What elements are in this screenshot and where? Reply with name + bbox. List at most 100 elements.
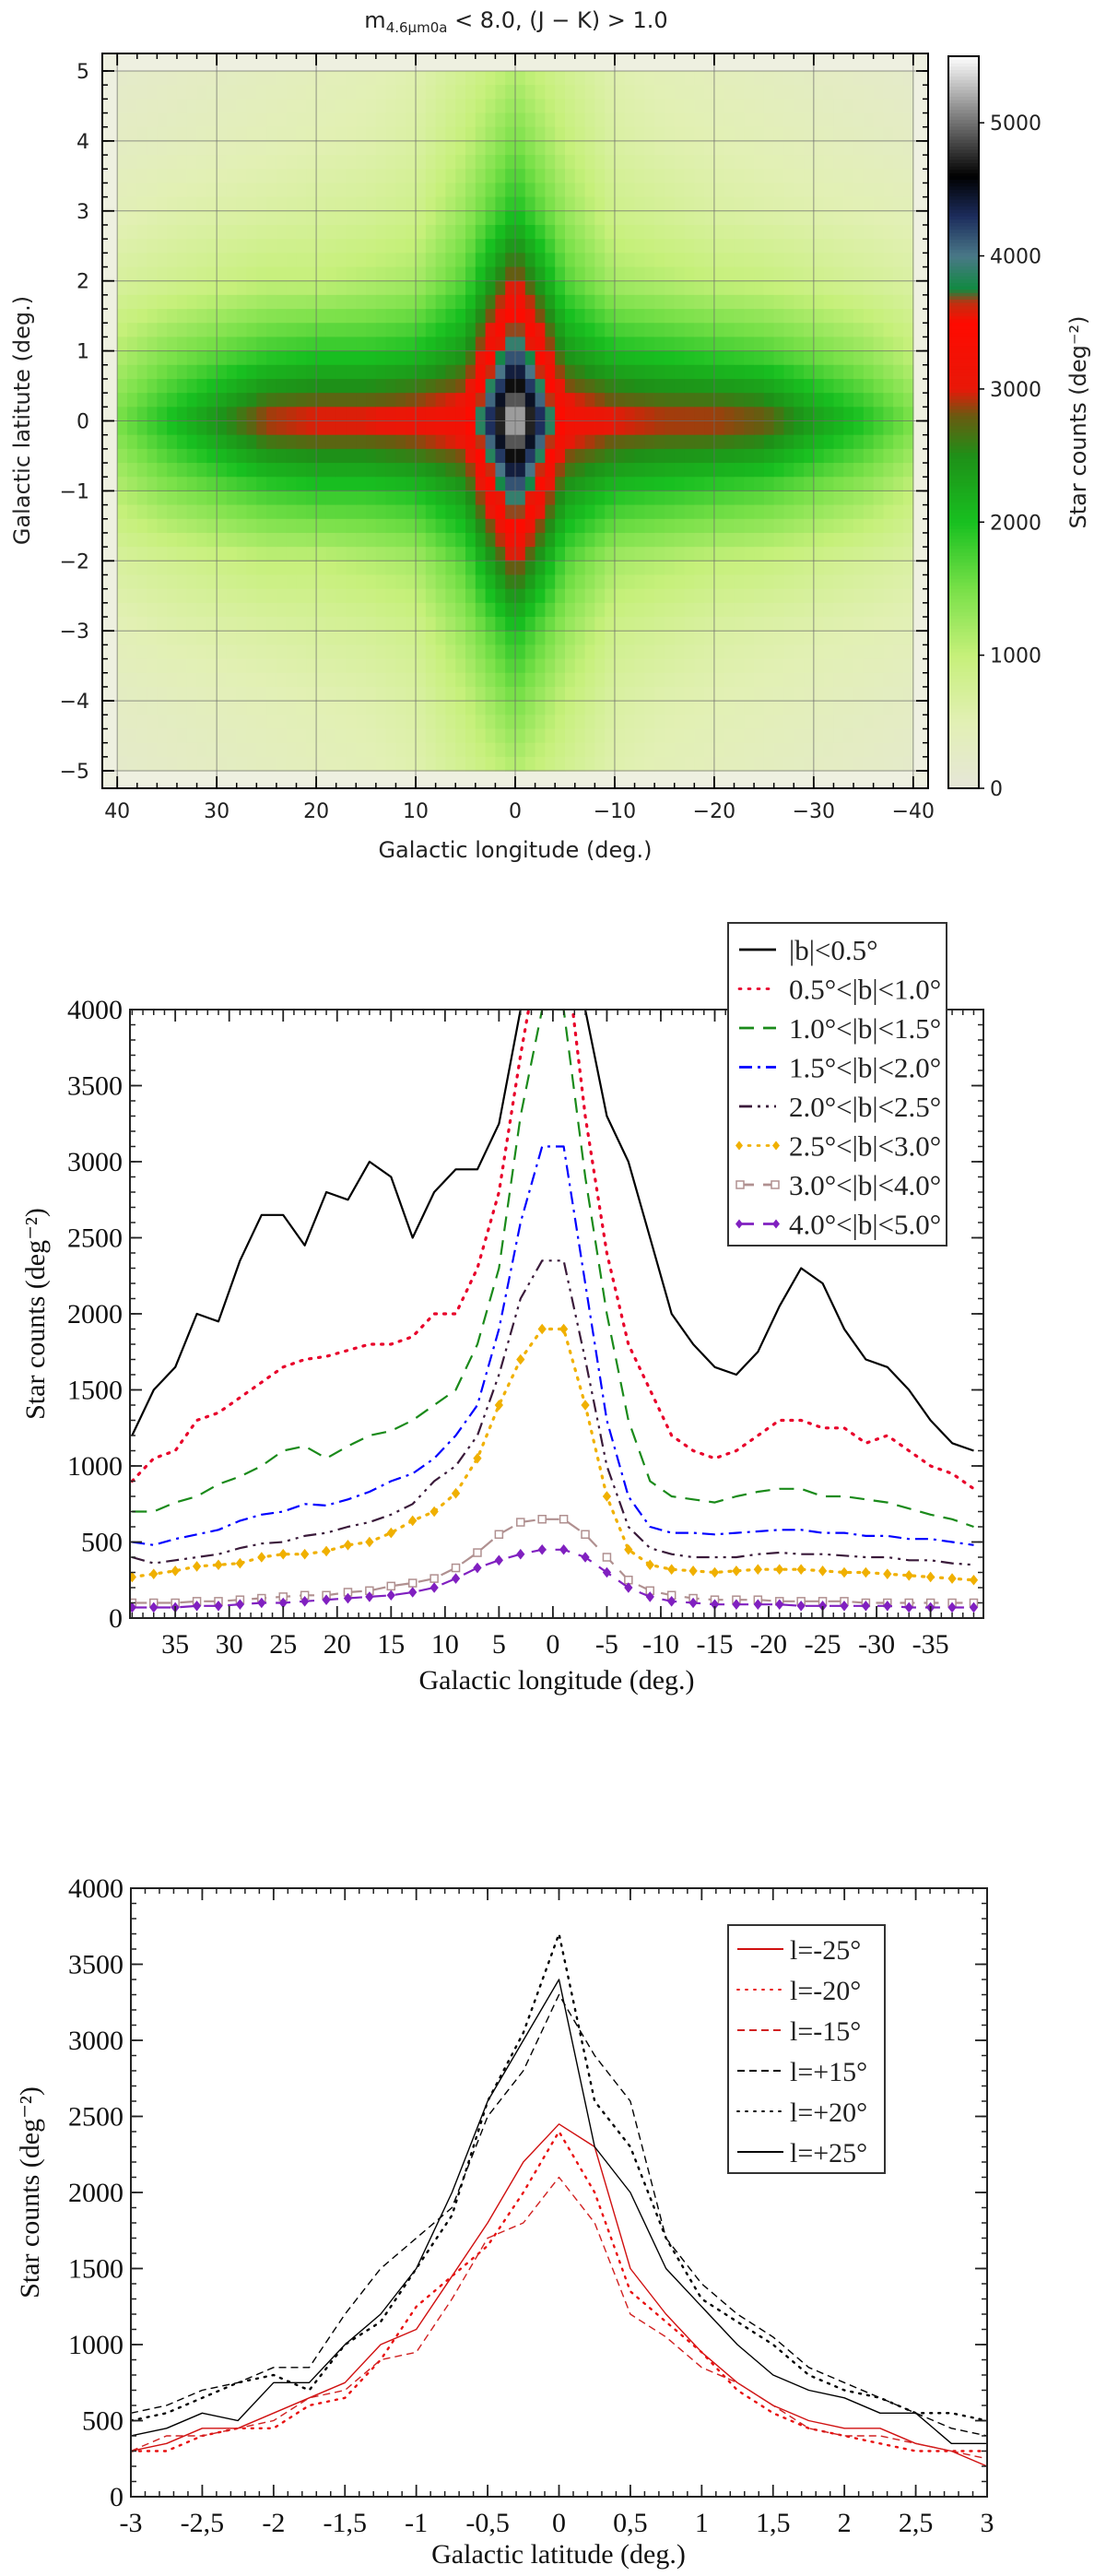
heatmap-cell xyxy=(773,602,785,618)
heatmap-cell xyxy=(574,183,586,198)
heatmap-cell xyxy=(704,350,715,366)
heatmap-cell xyxy=(406,742,417,758)
heatmap-cell xyxy=(465,477,477,491)
heatmap-cell xyxy=(614,364,626,380)
heatmap-cell xyxy=(176,715,188,730)
heatmap-cell xyxy=(713,126,725,142)
heatmap-cell xyxy=(903,378,914,394)
heatmap-cell xyxy=(754,407,765,422)
heatmap-cell xyxy=(594,183,606,198)
heatmap-cell xyxy=(664,672,676,688)
colorbar-segment xyxy=(948,266,979,270)
heatmap-cell xyxy=(196,309,207,324)
heatmap-cell xyxy=(893,742,904,758)
heatmap-cell xyxy=(117,99,128,114)
heatmap-cell xyxy=(594,518,606,534)
colorbar-segment xyxy=(948,63,979,67)
heatmap-cell xyxy=(605,393,616,408)
heatmap-cell xyxy=(395,490,406,506)
heatmap-cell xyxy=(335,112,347,128)
heatmap-cell xyxy=(445,490,456,506)
x-tick-label: 0 xyxy=(509,800,522,823)
heatmap-cell xyxy=(833,224,844,240)
heatmap-cell xyxy=(157,239,168,254)
heatmap-cell xyxy=(863,364,875,380)
heatmap-cell xyxy=(584,420,595,436)
heatmap-cell xyxy=(485,323,497,338)
heatmap-cell xyxy=(455,393,466,408)
heatmap-cell xyxy=(833,378,844,394)
heatmap-cell xyxy=(644,280,655,296)
heatmap-cell xyxy=(226,518,238,534)
heatmap-cell xyxy=(246,99,257,114)
heatmap-cell xyxy=(196,504,207,520)
heatmap-cell xyxy=(823,504,835,520)
colorbar-segment xyxy=(948,185,979,190)
heatmap-cell xyxy=(515,631,526,645)
colorbar-segment xyxy=(948,439,979,443)
heatmap-cell xyxy=(545,407,556,422)
colorbar-segment xyxy=(948,262,979,266)
heatmap-cell xyxy=(167,112,178,128)
heatmap-cell xyxy=(256,463,267,478)
heatmap-cell xyxy=(136,224,148,240)
heatmap-cell xyxy=(316,574,327,590)
heatmap-cell xyxy=(217,253,228,268)
heatmap-cell xyxy=(186,294,198,310)
heatmap-cell xyxy=(425,518,437,534)
heatmap-cell xyxy=(555,309,566,324)
heatmap-cell xyxy=(395,280,406,296)
heatmap-cell xyxy=(763,210,775,226)
heatmap-cell xyxy=(176,672,188,688)
heatmap-cell xyxy=(893,420,904,436)
data-point-marker xyxy=(516,1518,525,1527)
heatmap-cell xyxy=(385,728,397,744)
heatmap-cell xyxy=(246,210,257,226)
heatmap-cell xyxy=(614,588,626,604)
heatmap-cell xyxy=(465,210,477,226)
heatmap-cell xyxy=(903,309,914,324)
heatmap-cell xyxy=(306,448,317,464)
heatmap-cell xyxy=(375,323,387,338)
heatmap-cell xyxy=(713,602,725,618)
heatmap-cell xyxy=(435,490,447,506)
heatmap-cell xyxy=(833,448,844,464)
heatmap-cell xyxy=(903,196,914,212)
legend-marker xyxy=(771,1180,780,1189)
heatmap-cell xyxy=(276,434,288,450)
heatmap-cell xyxy=(147,574,158,590)
heatmap-cell xyxy=(524,686,536,702)
x-tick-label: 35 xyxy=(161,1629,189,1660)
heatmap-cell xyxy=(823,99,835,114)
heatmap-cell xyxy=(167,602,178,618)
heatmap-cell xyxy=(395,434,406,450)
heatmap-cell xyxy=(783,477,794,491)
heatmap-cell xyxy=(346,448,357,464)
heatmap-cell xyxy=(296,701,307,715)
heatmap-cell xyxy=(574,644,586,660)
heatmap-cell xyxy=(754,183,765,198)
heatmap-cell xyxy=(584,631,595,645)
heatmap-cell xyxy=(485,617,497,632)
heatmap-cell xyxy=(505,701,516,715)
heatmap-cell xyxy=(893,490,904,506)
data-point-marker xyxy=(645,1591,654,1602)
heatmap-cell xyxy=(515,169,526,184)
heatmap-cell xyxy=(843,701,854,715)
heatmap-cell xyxy=(823,337,835,352)
heatmap-cell xyxy=(465,672,477,688)
heatmap-cell xyxy=(893,644,904,660)
heatmap-cell xyxy=(505,728,516,744)
heatmap-cell xyxy=(654,70,665,86)
data-point-marker xyxy=(559,1323,569,1335)
heatmap-cell xyxy=(196,715,207,730)
heatmap-cell xyxy=(783,224,794,240)
heatmap-cell xyxy=(136,477,148,491)
heatmap-cell xyxy=(684,85,695,100)
heatmap-cell xyxy=(564,294,576,310)
heatmap-cell xyxy=(873,532,885,548)
heatmap-cell xyxy=(385,602,397,618)
heatmap-cell xyxy=(306,463,317,478)
heatmap-cell xyxy=(435,85,447,100)
heatmap-cell xyxy=(196,323,207,338)
